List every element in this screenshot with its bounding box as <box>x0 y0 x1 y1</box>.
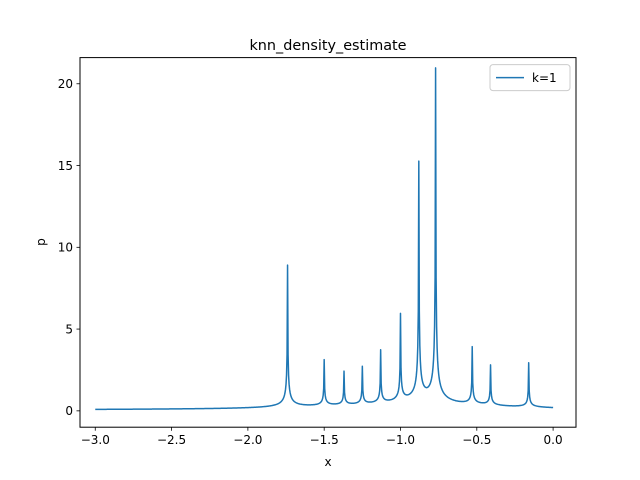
y-tick-label: 10 <box>58 241 73 255</box>
legend-label-k1: k=1 <box>532 71 557 85</box>
legend: k=1 <box>489 64 571 92</box>
x-tick-label: −3.0 <box>81 433 110 447</box>
y-tick-label: 20 <box>58 77 73 91</box>
y-tick-label: 0 <box>65 404 73 418</box>
plot-area <box>79 57 577 428</box>
x-tick-label: −1.5 <box>310 433 339 447</box>
x-tick-label: −0.5 <box>462 433 491 447</box>
x-tick-label: −1.0 <box>386 433 415 447</box>
y-axis: 0 5 10 15 20 <box>58 77 80 418</box>
x-tick-label: 0.0 <box>544 433 563 447</box>
x-axis-label: x <box>324 455 331 469</box>
y-axis-label: p <box>34 238 48 246</box>
y-tick-label: 15 <box>58 159 73 173</box>
x-tick-label: −2.0 <box>233 433 262 447</box>
y-tick-label: 5 <box>65 322 73 336</box>
series-line-k1 <box>95 67 554 411</box>
legend-box <box>489 64 571 92</box>
x-axis: −3.0 −2.5 −2.0 −1.5 −1.0 −0.5 0.0 <box>81 427 563 447</box>
chart-title: knn_density_estimate <box>249 38 406 54</box>
x-tick-label: −2.5 <box>157 433 186 447</box>
